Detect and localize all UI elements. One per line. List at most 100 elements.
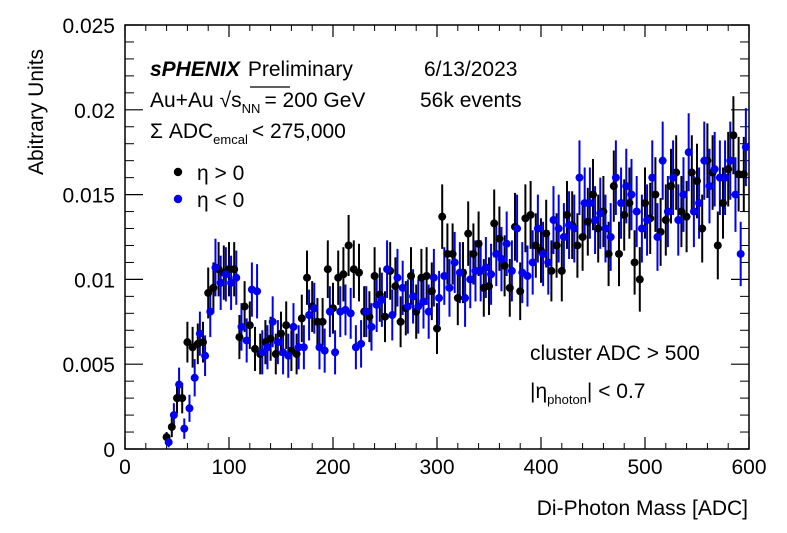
data-point-series-1 bbox=[175, 380, 184, 389]
data-point-series-1 bbox=[585, 199, 594, 208]
data-point-series-0 bbox=[724, 165, 733, 174]
data-point-series-1 bbox=[721, 173, 730, 182]
data-point-series-1 bbox=[502, 239, 511, 248]
data-point-series-0 bbox=[495, 234, 504, 243]
x-tick-label: 600 bbox=[731, 456, 766, 479]
data-point-series-0 bbox=[635, 275, 644, 284]
data-point-series-1 bbox=[648, 173, 657, 182]
x-tick-label: 500 bbox=[627, 456, 662, 479]
x-tick-label: 300 bbox=[419, 456, 454, 479]
data-point-series-1 bbox=[263, 343, 272, 352]
x-tick-labels: 0 100 200 300 400 500 600 bbox=[119, 456, 766, 479]
data-point-series-0 bbox=[209, 283, 218, 292]
data-point-series-1 bbox=[622, 182, 631, 191]
data-point-series-1 bbox=[393, 273, 402, 282]
data-point-series-1 bbox=[606, 233, 615, 241]
data-point-series-0 bbox=[578, 233, 587, 241]
data-point-series-0 bbox=[381, 312, 389, 321]
data-point-series-1 bbox=[377, 295, 386, 304]
x-tick-label: 0 bbox=[119, 456, 131, 479]
data-point-series-1 bbox=[539, 249, 548, 258]
data-point-series-1 bbox=[372, 300, 381, 309]
data-point-series-0 bbox=[391, 282, 400, 291]
data-point-series-1 bbox=[684, 148, 693, 157]
data-point-series-1 bbox=[674, 216, 683, 225]
data-point-series-0 bbox=[266, 334, 275, 343]
data-point-series-1 bbox=[185, 404, 194, 413]
x-tick-label: 100 bbox=[211, 456, 246, 479]
data-point-series-1 bbox=[357, 339, 366, 348]
adc-sub: emcal bbox=[213, 132, 248, 147]
data-point-series-1 bbox=[450, 258, 459, 267]
data-point-series-1 bbox=[591, 216, 600, 225]
data-point-series-1 bbox=[367, 322, 376, 331]
data-point-series-1 bbox=[544, 258, 553, 267]
data-point-series-0 bbox=[453, 294, 462, 303]
data-point-series-1 bbox=[289, 322, 298, 331]
legend-marker-eta-pos bbox=[173, 167, 183, 177]
data-point-series-0 bbox=[240, 302, 249, 311]
data-point-series-1 bbox=[440, 272, 449, 281]
data-point-series-0 bbox=[557, 266, 566, 275]
cut-cluster-adc: cluster ADC > 500 bbox=[530, 342, 700, 365]
data-point-series-1 bbox=[299, 343, 308, 352]
data-point-series-1 bbox=[695, 199, 704, 208]
data-point-series-1 bbox=[700, 156, 709, 165]
data-point-series-1 bbox=[643, 216, 652, 225]
data-point-series-0 bbox=[303, 273, 311, 282]
data-point-series-1 bbox=[710, 165, 719, 174]
data-point-series-1 bbox=[284, 351, 293, 360]
status-label: Preliminary bbox=[248, 58, 354, 81]
data-point-series-0 bbox=[531, 241, 540, 250]
data-point-series-0 bbox=[682, 212, 691, 221]
data-point-series-1 bbox=[497, 255, 506, 264]
data-point-series-1 bbox=[658, 156, 667, 165]
data-point-series-1 bbox=[232, 273, 241, 282]
data-point-series-1 bbox=[195, 329, 204, 338]
data-point-series-0 bbox=[235, 333, 244, 342]
data-point-series-0 bbox=[490, 219, 499, 228]
cut-eta-photon: |ηphoton| < 0.7 bbox=[530, 380, 646, 407]
data-point-series-1 bbox=[596, 209, 605, 218]
cut-eta-pre: |η bbox=[530, 380, 547, 403]
data-point-series-1 bbox=[237, 322, 246, 331]
data-point-series-1 bbox=[206, 307, 215, 316]
data-point-series-0 bbox=[620, 210, 629, 219]
data-point-series-1 bbox=[424, 307, 433, 316]
data-point-series-1 bbox=[632, 207, 641, 216]
data-point-series-1 bbox=[346, 309, 355, 318]
adc-value: < 275,000 bbox=[252, 120, 346, 143]
data-point-series-0 bbox=[713, 241, 722, 250]
data-point-series-0 bbox=[251, 344, 259, 353]
data-point-series-1 bbox=[310, 304, 319, 313]
data-point-series-1 bbox=[533, 224, 542, 233]
data-point-series-1 bbox=[429, 273, 438, 282]
data-point-series-0 bbox=[438, 212, 447, 221]
annotation-system-line: Au+Au √sNN = 200 GeV bbox=[150, 89, 365, 116]
data-point-series-0 bbox=[282, 321, 291, 330]
x-tick-label: 400 bbox=[523, 456, 558, 479]
data-point-series-1 bbox=[611, 173, 620, 182]
annotation-adc-line: Σ ADCemcal < 275,000 bbox=[150, 120, 346, 147]
data-point-series-0 bbox=[178, 394, 187, 403]
data-point-series-0 bbox=[297, 314, 306, 323]
data-point-series-1 bbox=[461, 294, 470, 303]
data-point-series-1 bbox=[736, 249, 745, 258]
date-label: 6/13/2023 bbox=[424, 58, 517, 81]
data-point-series-1 bbox=[741, 143, 750, 152]
data-point-series-1 bbox=[403, 302, 412, 311]
data-point-series-0 bbox=[474, 239, 483, 248]
data-point-series-0 bbox=[563, 210, 571, 219]
data-point-series-0 bbox=[448, 249, 457, 258]
data-point-series-1 bbox=[383, 265, 392, 274]
data-point-series-0 bbox=[485, 282, 493, 291]
data-point-series-1 bbox=[268, 317, 277, 326]
experiment-label: sPHENIX bbox=[150, 58, 242, 81]
data-point-series-0 bbox=[370, 272, 379, 281]
data-point-series-0 bbox=[292, 350, 301, 359]
data-point-series-0 bbox=[396, 317, 405, 326]
data-point-series-1 bbox=[445, 283, 454, 292]
data-point-series-0 bbox=[355, 268, 363, 277]
data-point-series-0 bbox=[339, 270, 348, 279]
data-point-series-0 bbox=[589, 190, 597, 199]
